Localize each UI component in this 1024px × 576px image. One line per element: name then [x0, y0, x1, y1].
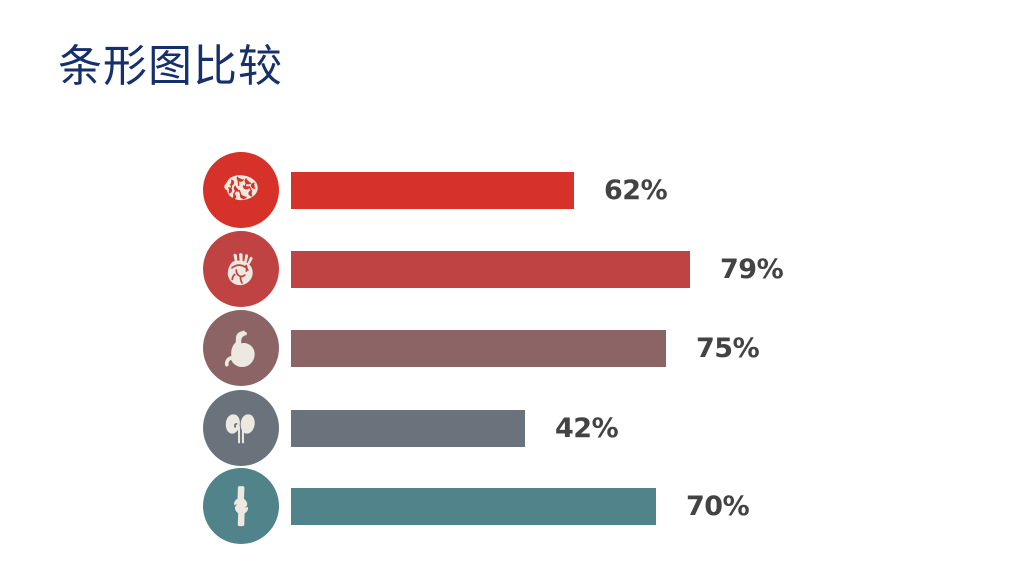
bar-value-label: 42% — [555, 412, 619, 444]
bar-fill[interactable] — [291, 488, 656, 525]
bar-fill[interactable] — [291, 251, 690, 288]
heart-icon — [216, 244, 266, 294]
bar-fill[interactable] — [291, 410, 525, 447]
horizontal-bar-chart: 62% — [203, 152, 1003, 552]
bar-value-label: 79% — [720, 253, 784, 285]
bar-fill[interactable] — [291, 172, 574, 209]
knee-joint-icon-badge[interactable] — [203, 468, 279, 544]
bar-value-label: 70% — [686, 490, 750, 522]
stomach-icon — [216, 323, 266, 373]
bar-fill[interactable] — [291, 330, 666, 367]
bar-track: 62% — [291, 172, 971, 209]
knee-joint-icon — [216, 481, 266, 531]
brain-icon-badge[interactable] — [203, 152, 279, 228]
table-row: 62% — [203, 152, 1003, 228]
bar-track: 75% — [291, 330, 971, 367]
kidneys-icon-badge[interactable] — [203, 390, 279, 466]
bar-track: 79% — [291, 251, 971, 288]
stomach-icon-badge[interactable] — [203, 310, 279, 386]
kidneys-icon — [216, 403, 266, 453]
table-row: 70% — [203, 468, 1003, 544]
brain-icon — [216, 165, 266, 215]
bar-value-label: 75% — [696, 332, 760, 364]
page-title: 条形图比较 — [58, 41, 283, 92]
table-row: 42% — [203, 390, 1003, 466]
bar-track: 70% — [291, 488, 971, 525]
bar-track: 42% — [291, 410, 971, 447]
table-row: 79% — [203, 231, 1003, 307]
heart-icon-badge[interactable] — [203, 231, 279, 307]
table-row: 75% — [203, 310, 1003, 386]
bar-value-label: 62% — [604, 174, 668, 206]
